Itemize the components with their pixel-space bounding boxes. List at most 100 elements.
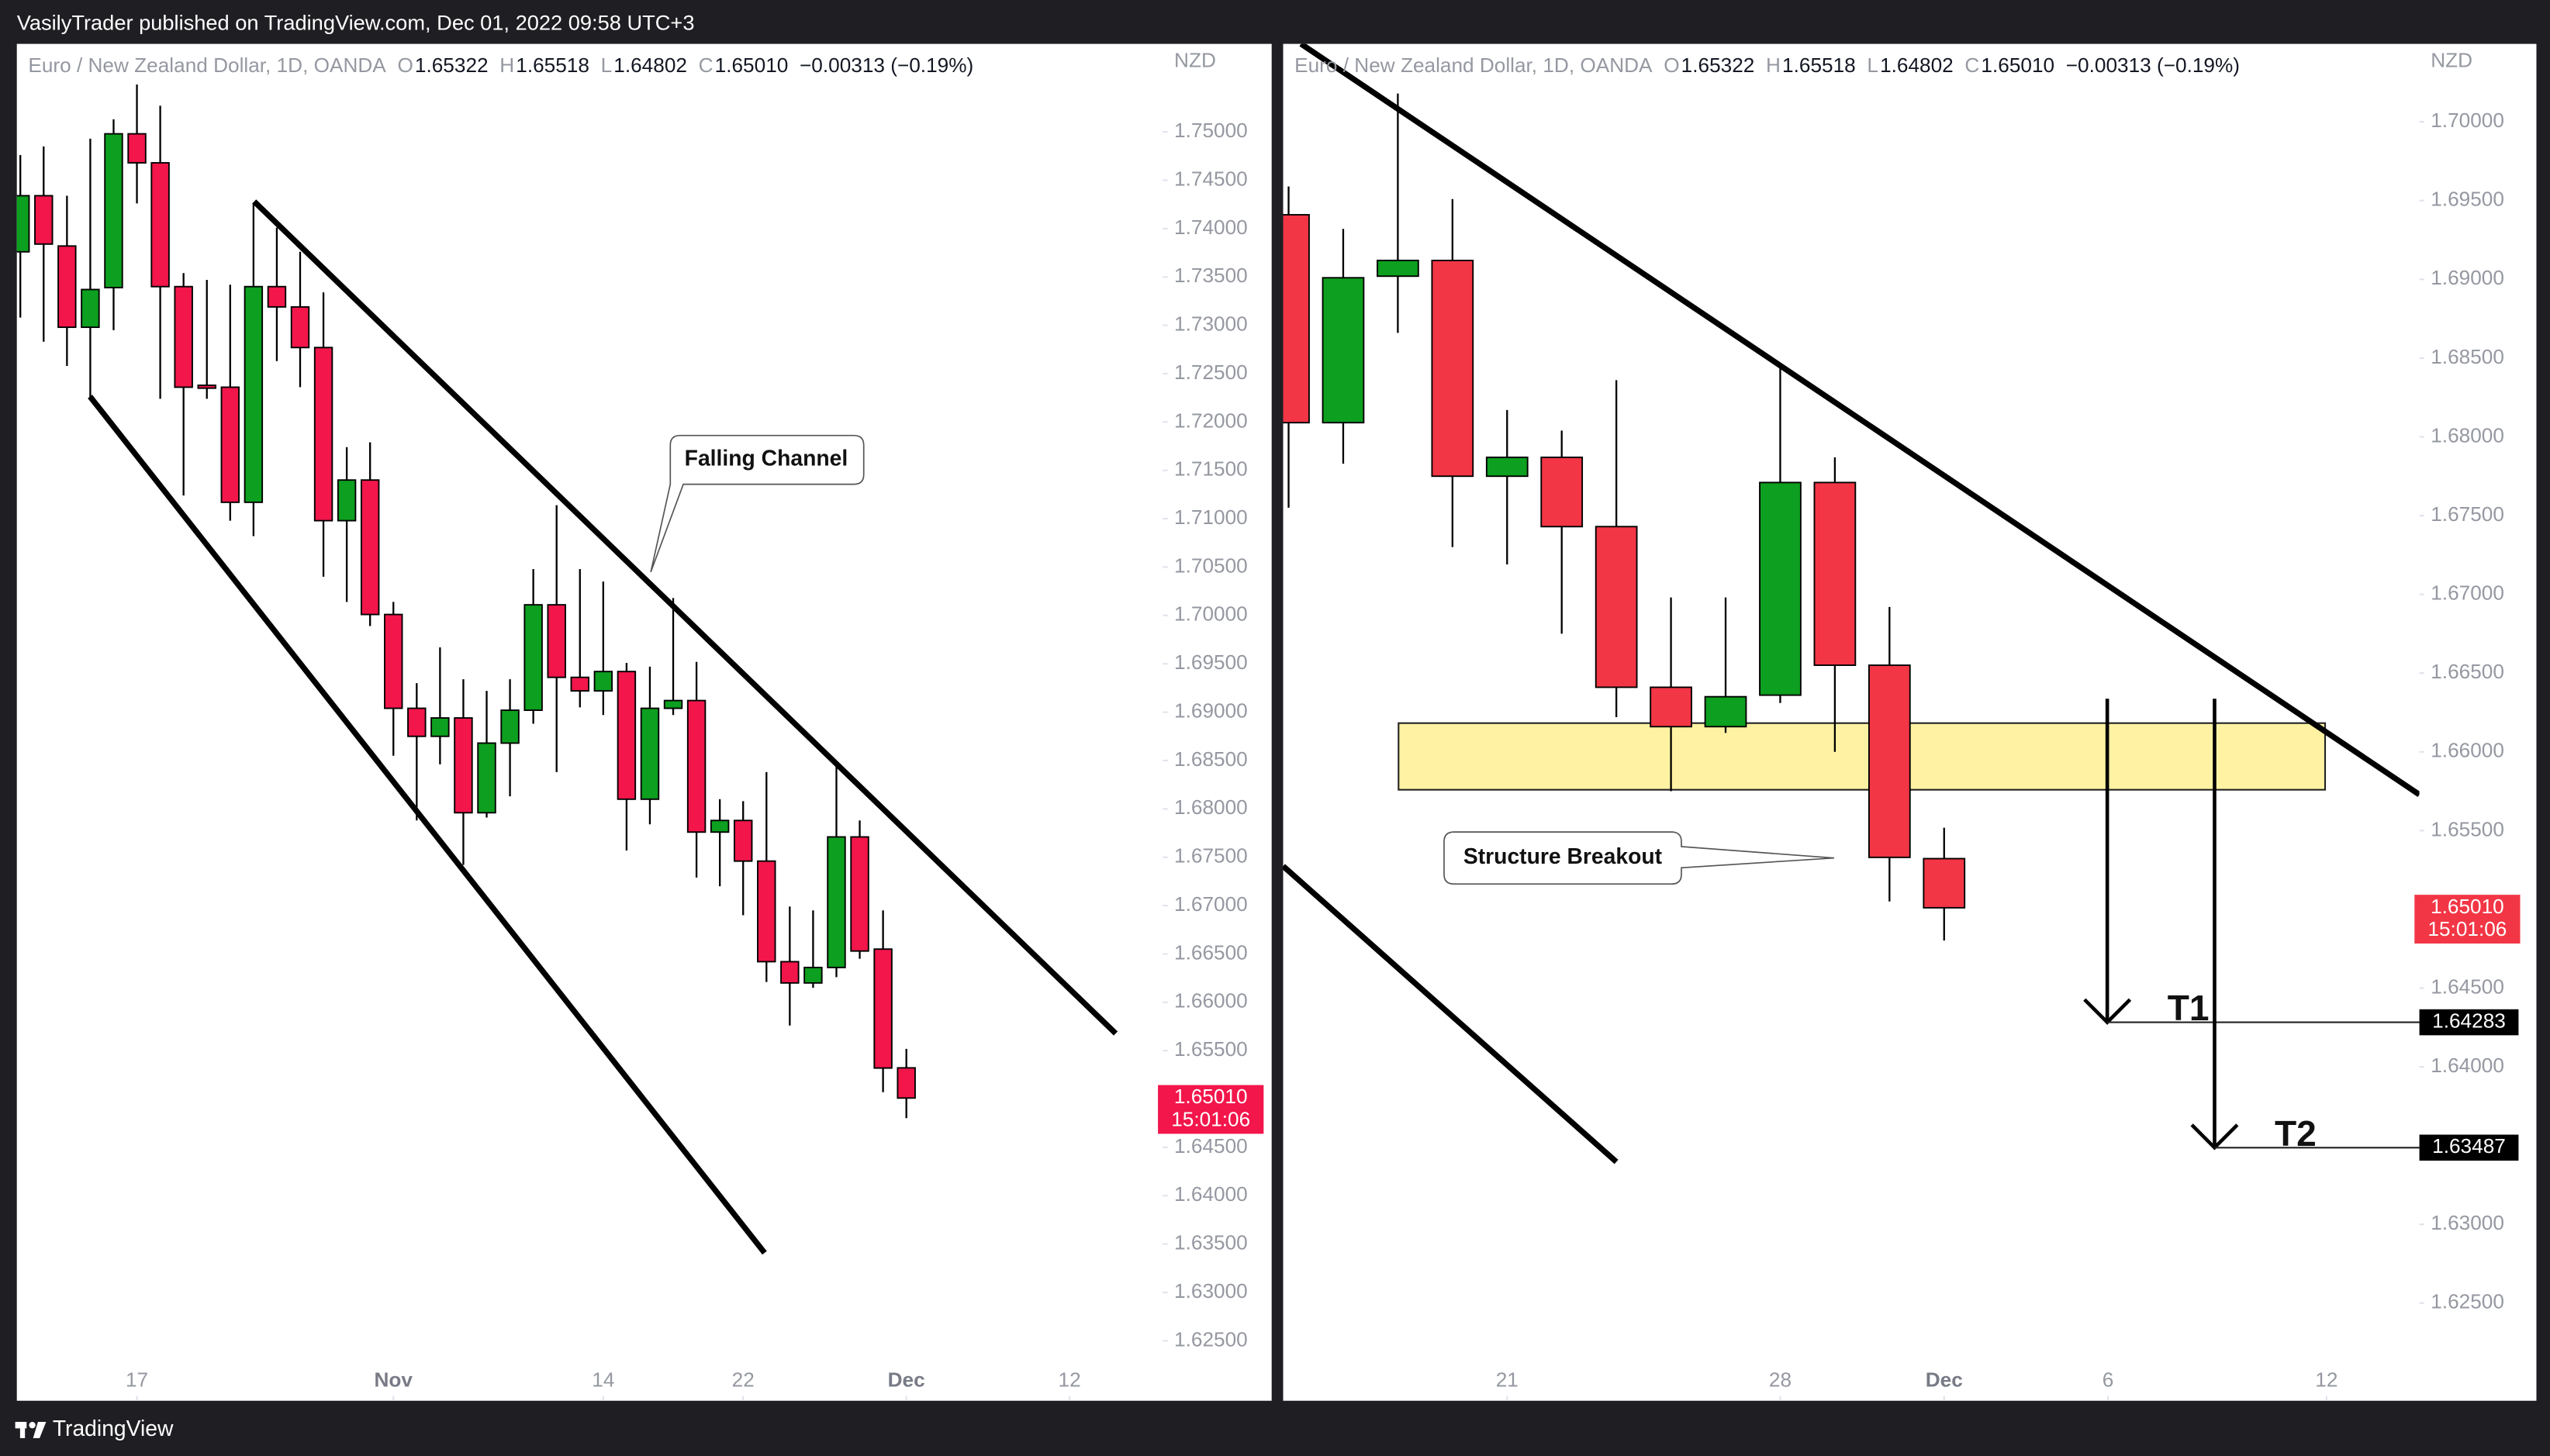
currency: NZD — [2431, 49, 2472, 72]
y-tick-label: 1.69500 — [1174, 650, 1248, 674]
candle-body — [407, 707, 427, 737]
candle-body — [780, 961, 800, 984]
y-tick-label: 1.68000 — [2431, 423, 2504, 447]
candle-body — [1322, 277, 1365, 424]
candle-body — [570, 676, 589, 692]
callout-text: Falling Channel — [685, 446, 848, 471]
legend-key: C — [1964, 53, 1979, 77]
y-tick-label: 1.67500 — [1174, 844, 1248, 868]
x-tick-label: Dec — [888, 1368, 925, 1392]
candle-body — [104, 133, 123, 288]
target-price: 1.63487 — [2432, 1134, 2506, 1158]
y-tick-label: 1.63000 — [1174, 1279, 1248, 1302]
candle-body — [244, 285, 264, 503]
candles — [16, 84, 916, 1119]
y-tick-label: 1.69000 — [2431, 266, 2504, 289]
y-tick-label: 1.62500 — [2431, 1290, 2504, 1313]
y-tick-label: 1.72500 — [1174, 361, 1248, 384]
y-tick-label: 1.62500 — [1174, 1327, 1248, 1351]
last-price-box — [2414, 895, 2521, 944]
candle-body — [127, 133, 147, 164]
x-tick-label: 28 — [1769, 1368, 1792, 1392]
target-label: T1 — [2168, 988, 2210, 1028]
last-price-box — [1158, 1085, 1264, 1134]
legend-change: −0.00313 (−0.19%) — [2066, 53, 2240, 77]
candle-body — [290, 305, 310, 349]
x-tick-label: 12 — [2315, 1368, 2338, 1392]
legend-value: 1.64802 — [613, 53, 687, 77]
y-tick-label: 1.68000 — [1174, 795, 1248, 819]
callout — [650, 434, 865, 573]
y-tick-label: 1.66500 — [2431, 660, 2504, 683]
candle-body — [827, 836, 846, 968]
trendline-top — [1299, 43, 2420, 797]
x-tick-label: 12 — [1059, 1368, 1081, 1392]
legend-value: 1.65010 — [1981, 53, 2054, 77]
candle-body — [803, 966, 823, 984]
logo-part — [33, 1421, 47, 1438]
y-tick-label: 1.64000 — [2431, 1054, 2504, 1077]
y-tick-label: 1.70500 — [1174, 554, 1248, 577]
legend-value: 1.65322 — [415, 53, 489, 77]
callout — [1443, 831, 1835, 885]
candle-body — [1704, 695, 1747, 728]
candle-body — [477, 742, 496, 814]
y-tick-label: 1.73500 — [1174, 264, 1248, 287]
y-tick-label: 1.74500 — [1174, 167, 1248, 190]
legend-key: O — [397, 53, 413, 77]
candle-body — [267, 285, 287, 308]
candle-body — [523, 604, 543, 712]
y-tick-label: 1.73000 — [1174, 312, 1248, 336]
y-tick-label: 1.64500 — [2431, 975, 2504, 998]
candle-body — [686, 699, 707, 833]
x-tick-label: Dec — [1926, 1368, 1963, 1392]
candle-body — [850, 836, 869, 952]
candle-body — [500, 709, 520, 744]
currency: NZD — [1174, 49, 1216, 72]
candles — [1283, 93, 1966, 941]
y-tick-label: 1.66000 — [1174, 989, 1248, 1013]
axes: 1.625001.630001.635001.640001.645001.650… — [126, 49, 1264, 1401]
axes: 1.625001.630001.635001.640001.645001.650… — [1496, 49, 2521, 1401]
legend-value: 1.65322 — [1681, 53, 1755, 77]
candle-body — [1759, 481, 1802, 696]
x-tick-label: Nov — [375, 1368, 413, 1392]
under-layer — [1398, 722, 2327, 791]
legend-key: O — [1664, 53, 1679, 77]
y-tick-label: 1.68500 — [1174, 747, 1248, 771]
target-label: T2 — [2275, 1113, 2317, 1154]
candle-body — [1595, 526, 1638, 688]
candle-body — [34, 195, 54, 245]
candle-body — [1813, 481, 1857, 666]
y-tick-label: 1.63500 — [1174, 1231, 1248, 1254]
last-price: 1.65010 — [2431, 895, 2504, 918]
candle-body — [313, 347, 333, 522]
y-tick-label: 1.69500 — [2431, 188, 2504, 211]
y-tick-label: 1.67500 — [2431, 502, 2504, 526]
legend-symbol: Euro / New Zealand Dollar, 1D, OANDA — [1294, 53, 1653, 77]
countdown: 15:01:06 — [2427, 917, 2507, 940]
candle-body — [454, 717, 473, 814]
legend-value: 1.65010 — [715, 53, 789, 77]
logo-part — [19, 1421, 26, 1438]
legend-symbol: Euro / New Zealand Dollar, 1D, OANDA — [28, 53, 386, 77]
publisher: VasilyTrader published on TradingView.co… — [17, 11, 695, 35]
candle-body — [640, 707, 660, 800]
legend-key: H — [499, 53, 514, 77]
target-price-box — [2419, 1134, 2519, 1161]
x-tick-label: 22 — [732, 1368, 755, 1392]
candle-body — [1485, 456, 1529, 478]
y-tick-label: 1.67000 — [2431, 581, 2504, 605]
legend-change: −0.00313 (−0.19%) — [800, 53, 973, 77]
candle-body — [1540, 456, 1584, 528]
drawings: Structure Breakout T1 T2 — [1283, 43, 2420, 1164]
legend-key: C — [699, 53, 714, 77]
legend: Euro / New Zealand Dollar, 1D, OANDA O 1.6… — [1294, 53, 2240, 77]
candle-body — [1650, 686, 1692, 728]
candle-body — [16, 195, 30, 253]
candle-body — [1377, 259, 1419, 278]
y-tick-label: 1.69000 — [1174, 699, 1248, 722]
y-tick-label: 1.74000 — [1174, 216, 1248, 239]
candle-body — [57, 245, 77, 329]
brand: TradingView — [53, 1416, 174, 1440]
